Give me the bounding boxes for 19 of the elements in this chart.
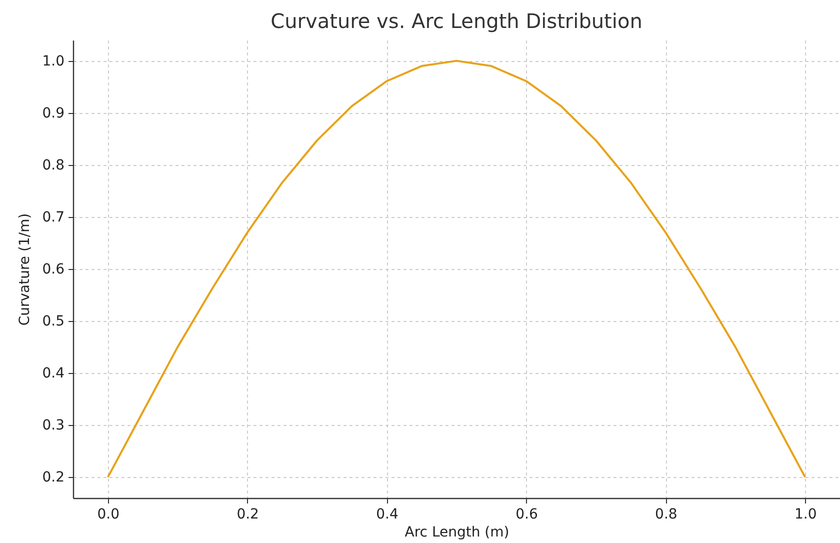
y-tick-label: 0.9	[42, 105, 64, 122]
x-tick-label: 1.0	[794, 506, 817, 522]
y-tick-label: 0.8	[42, 157, 64, 174]
y-tick-label: 0.5	[42, 314, 64, 330]
y-tick-label: 0.4	[42, 366, 65, 382]
chart-title: Curvature vs. Arc Length Distribution	[270, 9, 642, 33]
x-tick-label: 0.4	[376, 506, 398, 522]
y-tick-label: 0.6	[42, 262, 65, 278]
y-axis-title: Curvature (1/m)	[17, 213, 34, 326]
line-series	[106, 60, 806, 478]
x-tick-label: 0.2	[236, 506, 259, 522]
y-tick-label: 0.7	[42, 209, 64, 226]
x-tick-label: 0.0	[97, 506, 120, 522]
y-tick-label: 0.3	[42, 418, 64, 434]
x-axis-title: Arc Length (m)	[404, 524, 510, 540]
y-tick-label: 0.2	[42, 470, 64, 486]
x-tick-label: 0.8	[655, 506, 678, 522]
x-tick-label: 0.6	[516, 506, 538, 522]
y-tick-label: 1.0	[42, 53, 64, 70]
